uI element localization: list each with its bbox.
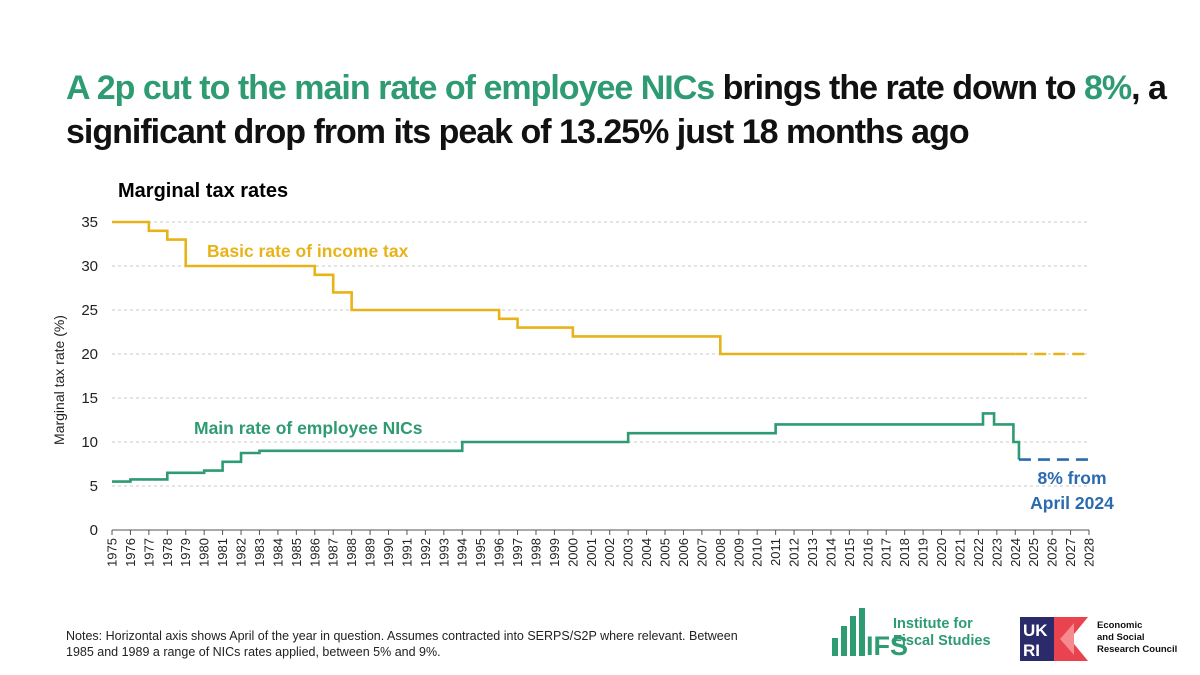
- x-tick-label-2014: 2014: [823, 538, 838, 567]
- y-tick-label-15: 15: [81, 390, 98, 407]
- x-tick-label-2019: 2019: [916, 538, 931, 567]
- esrc-line-1: Economic: [1097, 620, 1143, 631]
- x-tick-label-2016: 2016: [860, 538, 875, 567]
- x-tick-label-2004: 2004: [639, 538, 654, 567]
- x-tick-label-2011: 2011: [768, 538, 783, 566]
- x-tick-label-1977: 1977: [141, 538, 156, 567]
- x-tick-label-1992: 1992: [418, 538, 433, 567]
- footnote: Notes: Horizontal axis shows April of th…: [66, 629, 738, 659]
- headline-highlight-1: A 2p cut to the main rate of employee NI…: [66, 69, 715, 107]
- x-tick-label-2027: 2027: [1063, 538, 1078, 567]
- ukri-mark-text-1: UK: [1023, 621, 1048, 640]
- ifs-logo: IFS: [832, 608, 908, 660]
- x-tick-label-1991: 1991: [399, 538, 414, 567]
- ukri-mark-text-2: RI: [1023, 641, 1040, 660]
- series-line-2: [112, 412, 1021, 483]
- x-tick-label-1976: 1976: [123, 538, 138, 567]
- headline: A 2p cut to the main rate of employee NI…: [66, 66, 1176, 154]
- x-tick-label-2024: 2024: [1008, 538, 1023, 567]
- y-tick-label-25: 25: [81, 302, 98, 319]
- x-tick-label-1985: 1985: [289, 538, 304, 567]
- x-tick-label-2020: 2020: [934, 538, 949, 567]
- ifs-name: Institute for Fiscal Studies: [893, 616, 991, 650]
- headline-highlight-2: 8%: [1084, 69, 1132, 107]
- ifs-name-line-1: Institute for: [893, 616, 973, 632]
- annotation-3: April 2024: [1030, 493, 1114, 513]
- x-tick-label-2028: 2028: [1082, 538, 1097, 567]
- x-tick-label-1996: 1996: [492, 538, 507, 567]
- x-tick-label-1987: 1987: [326, 538, 341, 567]
- headline-text-2: brings the rate down to: [714, 69, 1085, 107]
- x-tick-label-1993: 1993: [436, 538, 451, 567]
- x-tick-label-2021: 2021: [952, 538, 967, 567]
- x-tick-label-1988: 1988: [344, 538, 359, 567]
- y-tick-label-10: 10: [81, 434, 98, 451]
- x-tick-label-1986: 1986: [307, 538, 322, 567]
- ifs-mark-text: IFS: [866, 631, 908, 660]
- y-tick-label-35: 35: [81, 214, 98, 231]
- x-tick-label-2010: 2010: [750, 538, 765, 567]
- x-tick-label-1995: 1995: [473, 538, 488, 567]
- x-tick-label-1978: 1978: [160, 538, 175, 567]
- x-tick-label-2001: 2001: [584, 538, 599, 567]
- y-tick-label-20: 20: [81, 346, 98, 363]
- x-tick-label-1979: 1979: [178, 538, 193, 567]
- annotation-0: Basic rate of income tax: [207, 241, 409, 261]
- x-tick-label-2009: 2009: [731, 538, 746, 567]
- x-tick-label-1989: 1989: [363, 538, 378, 567]
- esrc-line-2: and Social: [1097, 632, 1145, 643]
- y-tick-label-5: 5: [90, 478, 98, 495]
- x-tick-label-1990: 1990: [381, 538, 396, 567]
- ukri-logo: UK RI: [1020, 617, 1088, 661]
- x-tick-label-1998: 1998: [528, 538, 543, 567]
- y-tick-label-30: 30: [81, 258, 98, 275]
- x-tick-label-1999: 1999: [547, 538, 562, 567]
- x-tick-label-2012: 2012: [787, 538, 802, 567]
- x-tick-label-2006: 2006: [676, 538, 691, 567]
- annotation-2: 8% from: [1037, 468, 1106, 488]
- chart-title: Marginal tax rates: [118, 180, 289, 202]
- x-tick-label-2017: 2017: [879, 538, 894, 567]
- x-tick-label-2002: 2002: [602, 538, 617, 567]
- ifs-name-line-2: Fiscal Studies: [893, 633, 991, 649]
- y-axis-label: Marginal tax rate (%): [51, 315, 67, 445]
- x-tick-label-1981: 1981: [215, 538, 230, 567]
- x-tick-label-1997: 1997: [510, 538, 525, 567]
- x-tick-label-1980: 1980: [197, 538, 212, 567]
- x-tick-label-1994: 1994: [455, 538, 470, 567]
- y-tick-label-0: 0: [90, 522, 98, 539]
- series-line-0: [112, 220, 1016, 356]
- x-tick-label-2000: 2000: [565, 538, 580, 567]
- x-tick-label-2008: 2008: [713, 538, 728, 567]
- x-tick-label-1975: 1975: [105, 538, 120, 567]
- x-tick-label-2005: 2005: [658, 538, 673, 567]
- x-tick-label-2015: 2015: [842, 538, 857, 567]
- x-tick-label-1982: 1982: [234, 538, 249, 567]
- x-tick-label-2023: 2023: [989, 538, 1004, 567]
- x-tick-label-1984: 1984: [270, 538, 285, 567]
- x-tick-label-2003: 2003: [621, 538, 636, 567]
- esrc-name: Economic and Social Research Council: [1097, 620, 1177, 656]
- x-tick-label-2025: 2025: [1026, 538, 1041, 567]
- x-tick-label-2018: 2018: [897, 538, 912, 567]
- annotation-1: Main rate of employee NICs: [194, 418, 423, 438]
- x-tick-label-1983: 1983: [252, 538, 267, 567]
- x-tick-label-2007: 2007: [694, 538, 709, 567]
- x-tick-label-2022: 2022: [971, 538, 986, 567]
- headline-text-4: , a significant drop from its peak of 13…: [66, 69, 1167, 151]
- x-tick-label-2026: 2026: [1045, 538, 1060, 567]
- esrc-line-3: Research Council: [1097, 644, 1178, 655]
- x-tick-label-2013: 2013: [805, 538, 820, 567]
